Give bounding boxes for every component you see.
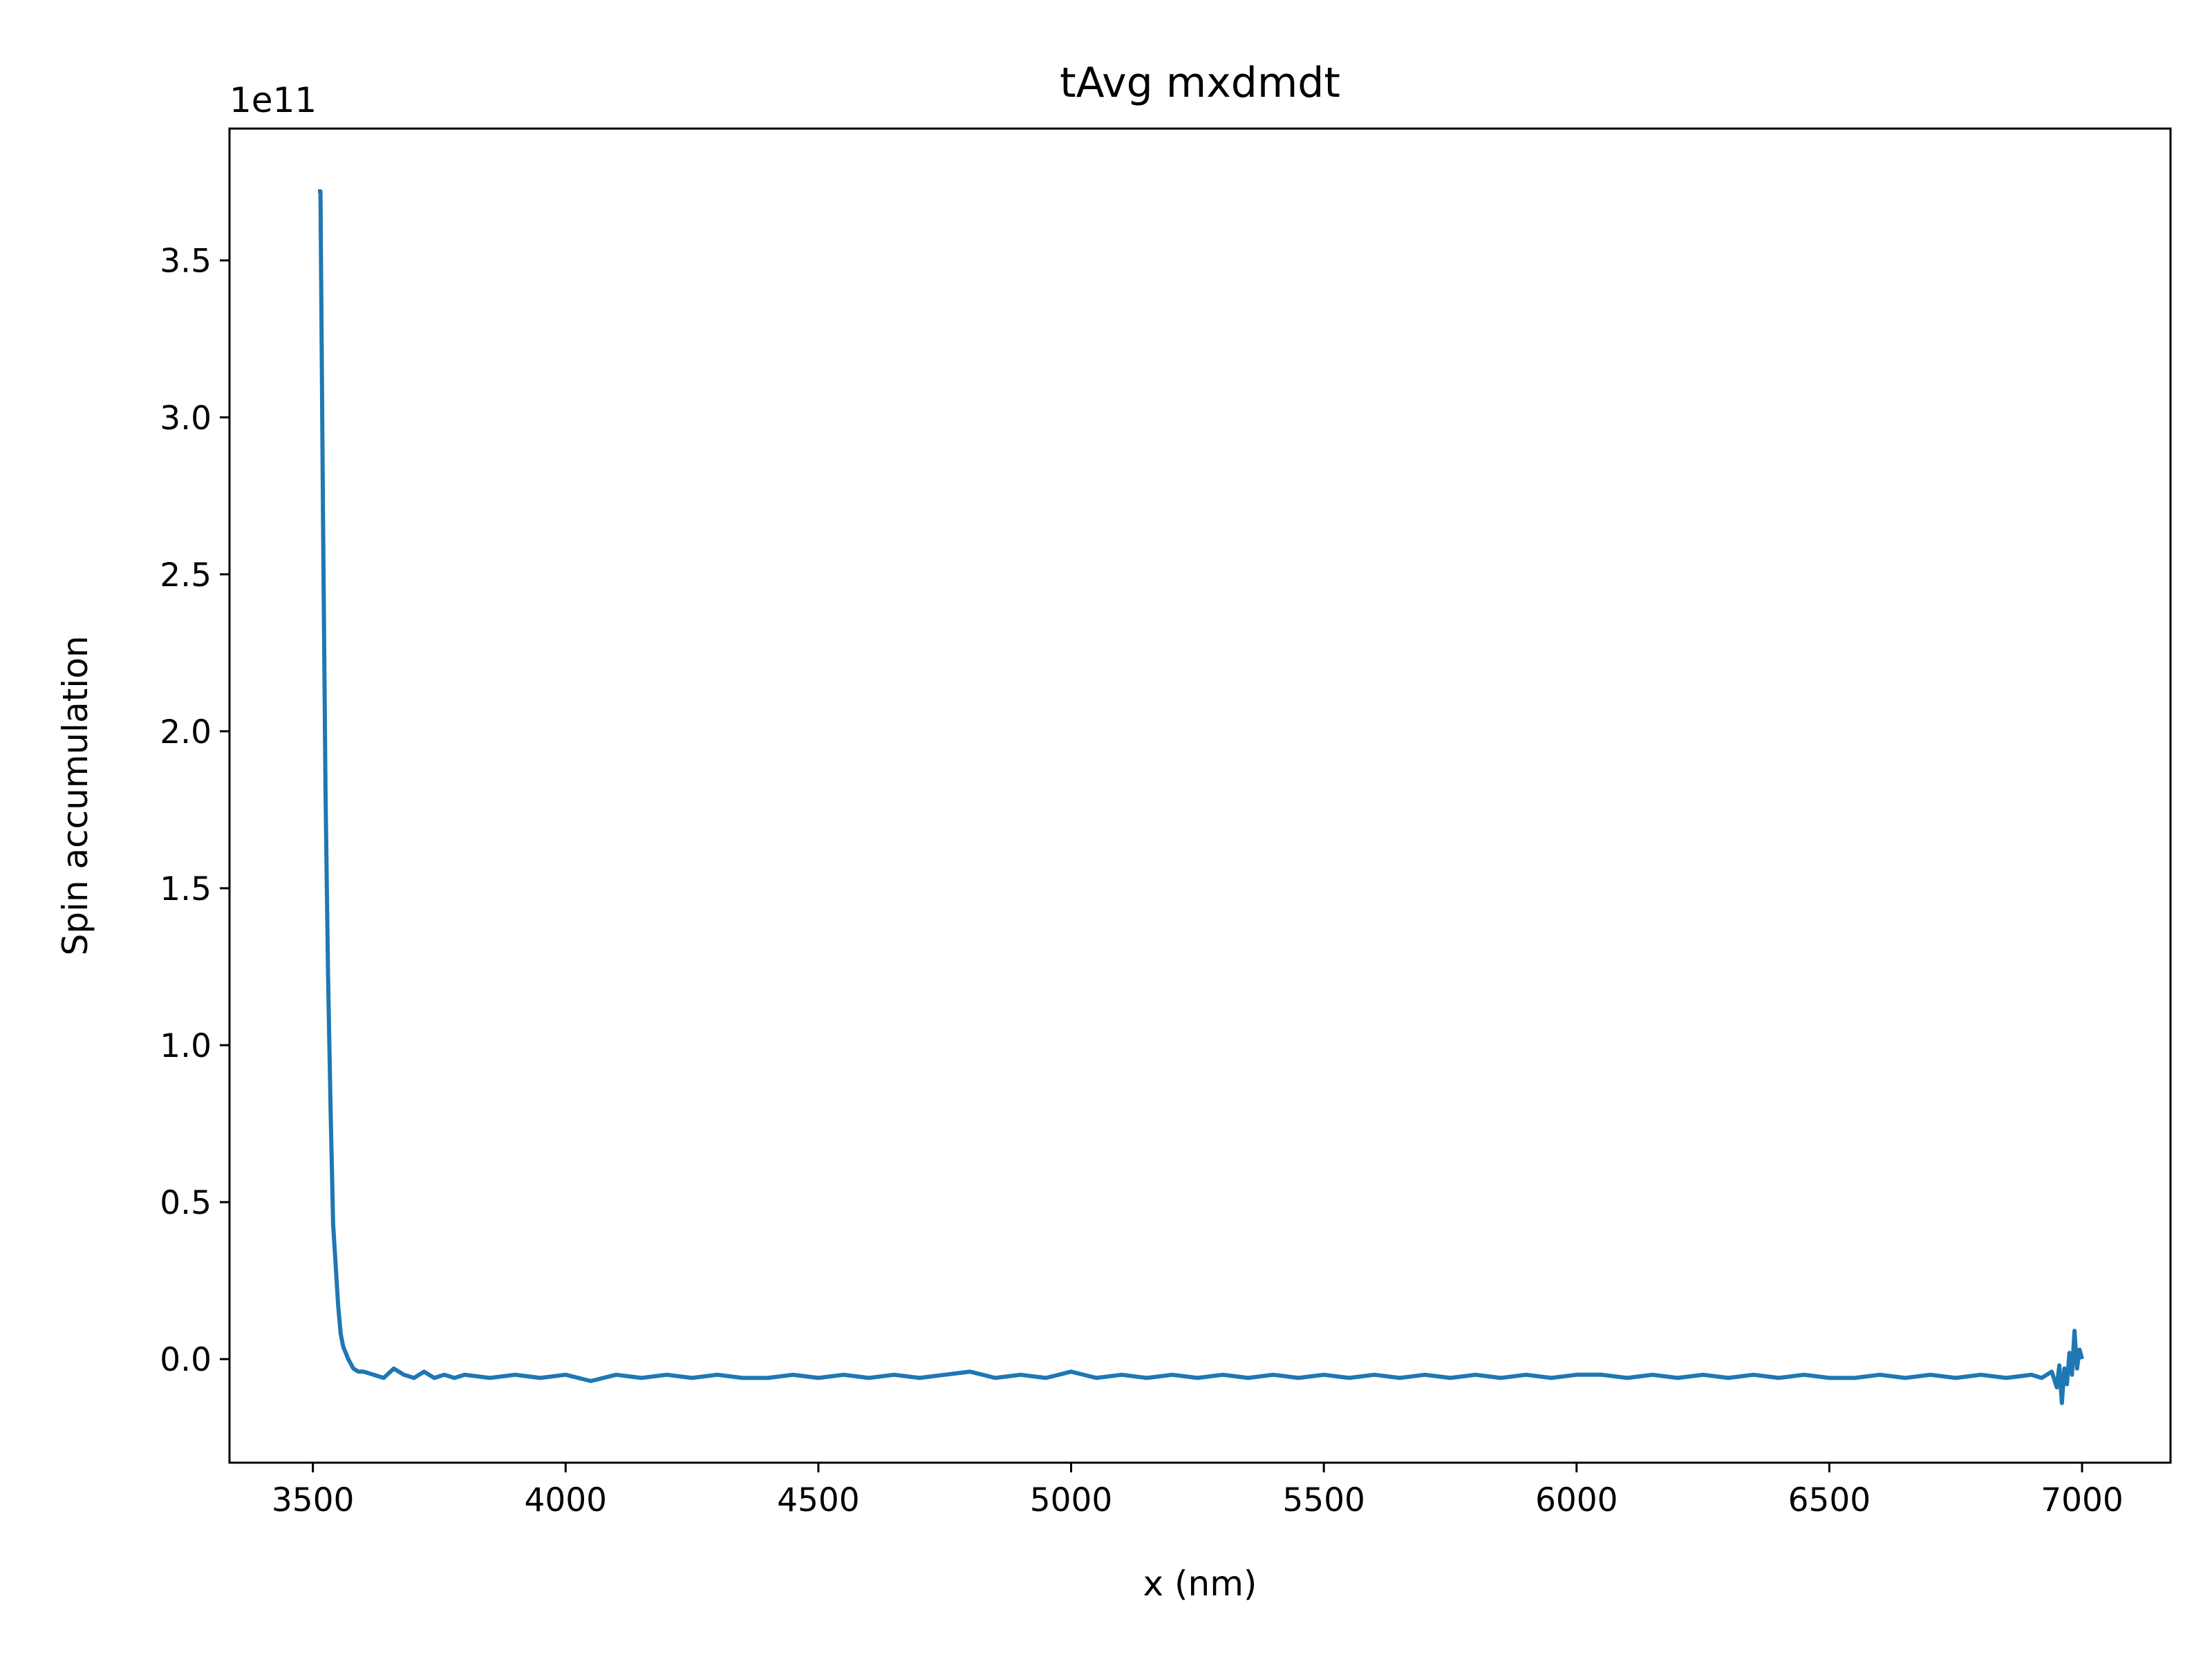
x-tick-label: 5500 (1282, 1481, 1365, 1519)
x-tick-label: 5000 (1030, 1481, 1113, 1519)
x-axis: 3500 4000 4500 5000 5500 6000 6500 7000 (272, 1463, 2124, 1519)
axes-frame (228, 127, 2172, 1464)
x-tick-label: 3500 (272, 1481, 355, 1519)
x-tick-label: 4000 (524, 1481, 607, 1519)
plot-area (228, 127, 2172, 1464)
x-tick-label: 7000 (2041, 1481, 2124, 1519)
x-tick-label: 4500 (777, 1481, 860, 1519)
y-tick-label: 2.5 (160, 556, 212, 594)
y-tick-label: 0.5 (160, 1184, 212, 1222)
chart-title: tAvg mxdmdt (1060, 59, 1340, 107)
y-tick-label: 0.0 (160, 1341, 212, 1379)
y-tick-label: 1.5 (160, 870, 212, 908)
y-axis-offset-label: 1e11 (229, 80, 317, 120)
y-axis: 0.0 0.5 1.0 1.5 2.0 2.5 3.0 3.5 (160, 243, 229, 1379)
x-tick-label: 6500 (1788, 1481, 1871, 1519)
x-tick-label: 6000 (1535, 1481, 1618, 1519)
series-line-0 (318, 189, 2084, 1405)
y-axis-label: Spin accumulation (55, 636, 95, 956)
y-tick-label: 3.5 (160, 243, 212, 281)
x-axis-label: x (nm) (1143, 1564, 1257, 1604)
y-tick-label: 1.0 (160, 1027, 212, 1065)
y-tick-label: 3.0 (160, 400, 212, 438)
y-tick-label: 2.0 (160, 713, 212, 751)
